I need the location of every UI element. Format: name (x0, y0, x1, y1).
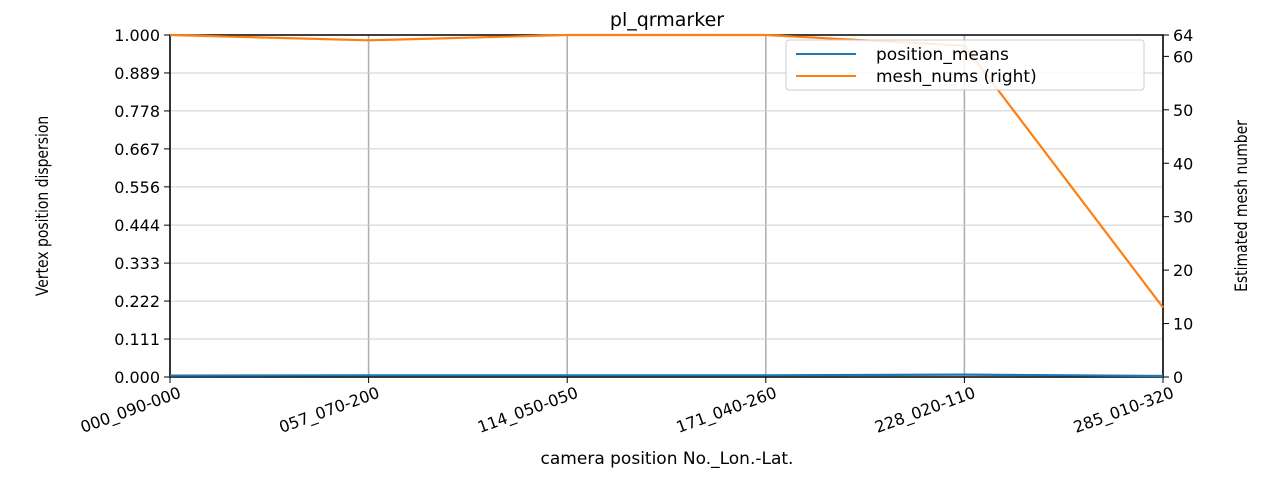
left-y-tick-label: 0.111 (114, 330, 160, 349)
left-y-tick-label: 1.000 (114, 26, 160, 45)
x-tick-label: 171_040-260 (674, 383, 780, 438)
right-y-tick-label: 0 (1173, 368, 1183, 387)
series-line-position-means (169, 373, 1164, 378)
x-tick-label: 285_010-320 (1071, 383, 1177, 438)
left-y-tick-label: 0.667 (114, 140, 160, 159)
x-axis: 000_090-000 057_070-200 114_050-050 171_040… (78, 377, 1177, 438)
x-axis-title: camera position No._Lon.-Lat. (541, 449, 794, 469)
right-y-tick-label: 30 (1173, 208, 1193, 227)
left-y-tick-label: 0.778 (114, 102, 160, 121)
legend-box (785, 39, 1145, 91)
x-tick-label: 000_090-000 (78, 383, 184, 438)
right-y-tick-label: 50 (1173, 101, 1193, 120)
x-tick-label: 228_020-110 (872, 383, 978, 438)
legend: position_means mesh_nums (right) (785, 39, 1145, 91)
left-y-tick-label: 0.889 (114, 64, 160, 83)
left-y-axis: 0.000 0.111 0.222 0.333 0.444 0.556 0.667 0.778… (114, 26, 170, 387)
right-y-tick-label: 40 (1173, 154, 1193, 173)
x-tick-label: 057_070-200 (276, 383, 382, 438)
left-y-axis-title: Vertex position dispersion (33, 116, 53, 296)
right-y-tick-label: 10 (1173, 315, 1193, 334)
left-y-tick-label: 0.444 (114, 216, 160, 235)
right-y-tick-label: 60 (1173, 47, 1193, 66)
left-y-tick-label: 0.000 (114, 368, 160, 387)
left-y-tick-label: 0.222 (114, 292, 160, 311)
horizontal-lines (170, 34, 1163, 378)
x-tick-label: 114_050-050 (475, 383, 581, 438)
right-y-axis: 0 10 20 30 40 50 60 64 (1163, 26, 1193, 387)
legend-label-position-means: position_means (876, 45, 1009, 65)
right-y-tick-label: 20 (1173, 261, 1193, 280)
left-y-tick-label: 0.333 (114, 254, 160, 273)
legend-label-mesh-nums: mesh_nums (right) (876, 67, 1037, 87)
right-y-tick-label: 64 (1173, 26, 1193, 45)
left-y-tick-label: 0.556 (114, 178, 160, 197)
right-y-axis-title: Estimated mesh number (1232, 120, 1252, 292)
chart-title: pl_qrmarker (610, 9, 724, 31)
